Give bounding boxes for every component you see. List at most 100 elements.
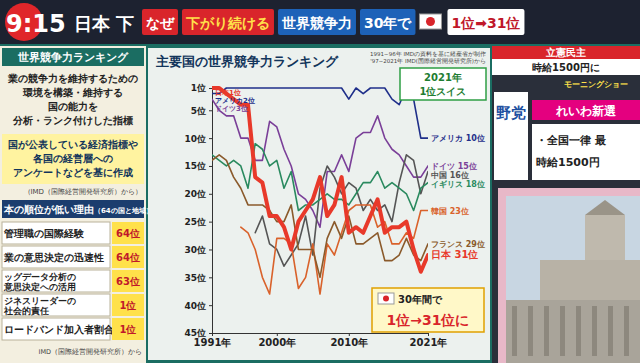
building-column <box>576 306 581 356</box>
chart-source: '97~2021年 IMD(国際経営開発研究所)から <box>370 57 486 64</box>
policy-box <box>492 59 640 75</box>
building-column <box>624 306 629 356</box>
end-label-name: アメリカ <box>431 134 466 143</box>
reason-text: 社会的責任 <box>3 306 49 316</box>
method-line: 国が公表している経済指標や <box>8 139 138 150</box>
building-tower <box>585 215 625 260</box>
y-tick: 5位 <box>191 106 212 116</box>
flag-icon <box>419 14 441 29</box>
x-tick-mark <box>212 333 213 336</box>
building-column <box>544 306 549 356</box>
tag-box <box>142 9 178 35</box>
end-label-name: フランス <box>431 240 466 249</box>
y-tick-label: 1位 <box>191 83 206 93</box>
y-tick-label: 25位 <box>184 217 206 227</box>
y-tick-label: 40位 <box>184 301 206 311</box>
panel-bg <box>148 48 490 360</box>
start-label: ドイツ3位 <box>215 105 248 113</box>
right-bg <box>492 46 640 363</box>
end-label-name: 韓国 <box>431 207 450 216</box>
y-tick: 25位 <box>184 217 212 227</box>
y-tick: 30位 <box>184 245 212 255</box>
reason-box <box>2 294 110 316</box>
x-axis: 1991年2000年2010年2021年 <box>194 333 448 348</box>
reasons-source: IMD（国際経営開発研究所）から <box>38 348 142 356</box>
y-tick-mark <box>209 249 212 250</box>
reasons-heading: 本の順位が低い理由（64の国と地域） <box>3 204 153 215</box>
building-column <box>592 306 597 356</box>
rank-box <box>112 270 144 292</box>
right-panel: 立憲民主時給1500円にモーニングショー野党れいわ新選・全国一律 最時給1500… <box>492 46 640 363</box>
x-tick: 2010年 <box>330 333 368 348</box>
party-box <box>492 46 640 59</box>
tag-text: 30年で <box>364 15 412 31</box>
end-label-name: 日本 <box>431 249 454 260</box>
x-tick-mark <box>428 333 429 336</box>
opposition-box <box>494 92 528 180</box>
y-axis-line <box>209 89 213 334</box>
end-label-value: 31位 <box>454 249 478 260</box>
result-text: 1位➡31位 <box>451 15 520 31</box>
end-label: アメリカ 10位 <box>431 134 485 143</box>
y-tick: 1位 <box>191 83 212 93</box>
series-line <box>212 88 428 138</box>
tag: 下がり続ける <box>182 9 274 35</box>
canvas: 9:15日本 下なぜ下がり続ける世界競争力30年で1位➡31位世界競争力ランキン… <box>0 0 640 363</box>
rank-box <box>112 294 144 316</box>
party-text: 立憲民主 <box>545 47 586 58</box>
reason-text: ッグデータ分析の <box>4 272 76 282</box>
clock: 9:15 <box>6 10 66 38</box>
series-line <box>212 88 428 272</box>
chart-source: 1991~96年 IMDの資料を基に経産省が制作 <box>370 50 486 58</box>
flag-sun <box>426 17 435 26</box>
background <box>0 0 640 363</box>
reason-row: ロードバンド加入者割合1位 <box>2 318 144 340</box>
policy-box-2 <box>532 124 640 180</box>
callout-text: 1位→31位に <box>387 312 470 328</box>
callout-flag <box>378 293 394 304</box>
y-tick-mark <box>209 166 212 167</box>
tag-text: 下がり続ける <box>185 15 270 31</box>
x-axis-line <box>213 334 429 337</box>
y-tick-label: 5位 <box>191 106 206 116</box>
y-tick: 10位 <box>184 133 212 143</box>
building-roof <box>585 200 625 215</box>
reason-text: 意思決定への活用 <box>3 282 76 292</box>
y-tick-label: 20位 <box>184 189 206 199</box>
end-label-name: ドイツ <box>431 162 458 171</box>
sidebar-heading: 世界競争力ランキング <box>17 51 129 64</box>
series-line <box>212 155 428 278</box>
reason-box <box>2 246 110 268</box>
tag-text: 世界競争力 <box>281 15 352 31</box>
sidebar-bg <box>0 46 146 363</box>
tag-box <box>360 9 415 35</box>
policy-line: 時給1500円 <box>536 156 600 169</box>
y-tick: 35位 <box>184 273 212 283</box>
photo <box>498 188 640 363</box>
x-tick-label: 2010年 <box>330 337 368 348</box>
rank-text: 1位 <box>120 300 137 311</box>
rank-box <box>112 222 144 244</box>
winner-text: 2021年 <box>424 72 462 83</box>
tag: 世界競争力 <box>278 9 356 35</box>
callout-box <box>372 288 484 332</box>
y-tick: 40位 <box>184 301 212 311</box>
building-base <box>506 300 640 363</box>
other-party-text: れいわ新選 <box>555 104 617 118</box>
rank-box <box>112 318 144 340</box>
start-label: 日本1位 <box>215 89 241 97</box>
y-tick-label: 30位 <box>184 245 206 255</box>
end-label-value: 18位 <box>466 180 485 189</box>
reasons-heading-note: （64の国と地域） <box>94 207 153 215</box>
reason-text: 管理職の国際経験 <box>3 228 85 239</box>
callout-flag-sun <box>383 296 389 302</box>
description-line: 環境を構築・維持する <box>22 87 123 99</box>
end-label: 中国 16位 <box>431 171 469 180</box>
method-line: 各国の経営層への <box>32 153 113 164</box>
building-column <box>608 306 613 356</box>
show-name: モーニングショー <box>564 80 628 89</box>
callout: 30年間で1位→31位に <box>372 288 484 332</box>
reason-text: ロードバンド加入者割合 <box>4 324 114 335</box>
rank-text: 64位 <box>116 252 140 263</box>
building-mid <box>540 260 640 300</box>
